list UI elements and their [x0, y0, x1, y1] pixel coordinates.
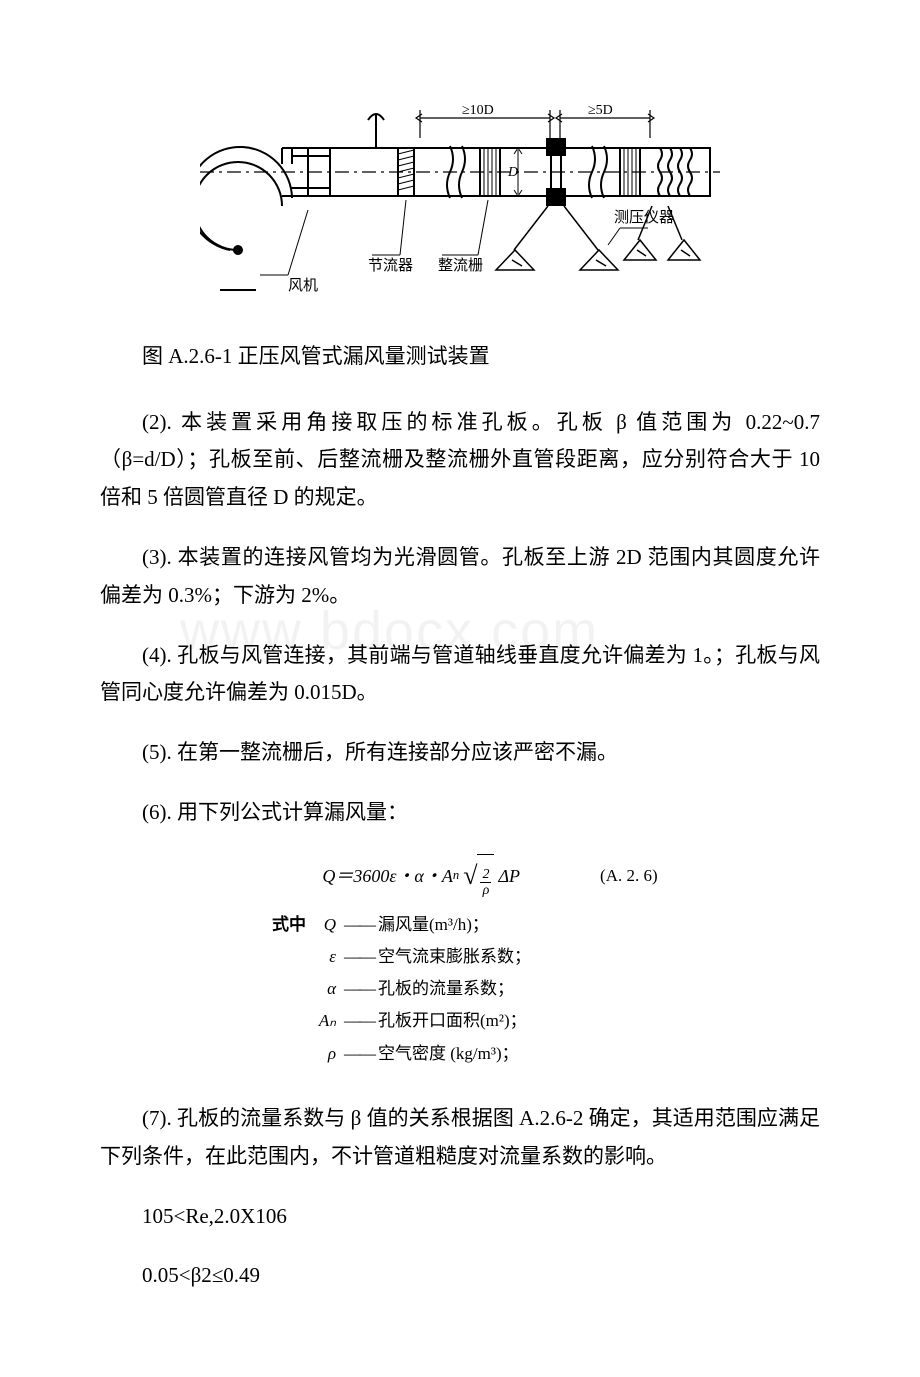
dim-5d-label: ≥5D: [588, 103, 613, 118]
fan-symbol: [200, 147, 330, 290]
rectifier-label: 整流栅: [438, 257, 483, 274]
formula-reference: (A. 2. 6): [600, 860, 658, 892]
paragraph-7: (7). 孔板的流量系数与 β 值的关系根据图 A.2.6-2 确定，其适用范围…: [100, 1100, 820, 1176]
where-row-3: Aₙ —— 孔板开口面积(m²)；: [220, 1005, 820, 1037]
paragraph-2: (2). 本装置采用角接取压的标准孔板。孔板 β 值范围为 0.22~0.7（β…: [100, 404, 820, 517]
gauge-label: 测压仪器: [614, 209, 674, 226]
dim-10d-label: ≥10D: [462, 103, 494, 118]
leak-test-apparatus-diagram: ≥10D ≥5D: [200, 100, 720, 300]
fan-label: 风机: [288, 277, 318, 294]
where-row-4: ρ —— 空气密度 (kg/m³)；: [220, 1038, 820, 1070]
paragraph-4: (4). 孔板与风管连接，其前端与管道轴线垂直度允许偏差为 1。；孔板与风管同心…: [100, 637, 820, 713]
paragraph-8: 105<Re,2.0X106: [100, 1198, 820, 1236]
where-row-0: 式中 Q —— 漏风量(m³/h)；: [220, 909, 820, 941]
formula-block: Q＝3600ε・α・An √ 2 ρ ΔP (A. 2. 6) 式中 Q —— …: [220, 854, 820, 1070]
figure-caption: 图 A.2.6-1 正压风管式漏风量测试装置: [100, 340, 820, 374]
paragraph-5: (5). 在第一整流栅后，所有连接部分应该严密不漏。: [100, 734, 820, 772]
where-row-2: α —— 孔板的流量系数；: [220, 973, 820, 1005]
formula-equation: Q＝3600ε・α・An √ 2 ρ ΔP: [322, 854, 520, 899]
diagram-container: ≥10D ≥5D: [100, 100, 820, 300]
paragraph-3: (3). 本装置的连接风管均为光滑圆管。孔板至上游 2D 范围内其圆度允许偏差为…: [100, 539, 820, 615]
where-row-1: ε —— 空气流束膨胀系数；: [220, 941, 820, 973]
paragraph-9: 0.05<β2≤0.49: [100, 1257, 820, 1295]
d-label: D: [507, 165, 518, 180]
paragraph-6: (6). 用下列公式计算漏风量：: [100, 794, 820, 832]
probe-hook: [368, 114, 384, 148]
throttle-label: 节流器: [368, 257, 413, 274]
